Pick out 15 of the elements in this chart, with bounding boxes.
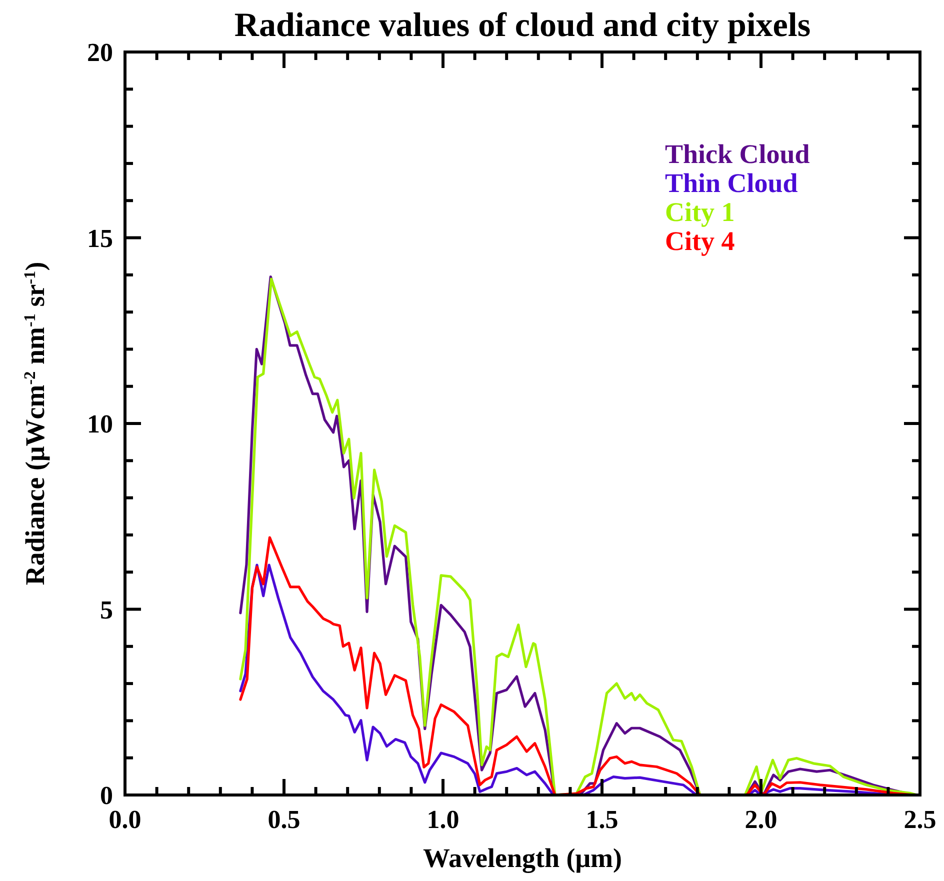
y-tick-label: 10 [87, 410, 113, 438]
chart-title: Radiance values of cloud and city pixels [234, 7, 811, 44]
text: Thick Cloud [665, 139, 810, 169]
x-tick-label: 2.5 [904, 805, 936, 834]
text: City 1 [665, 197, 735, 227]
text: City 4 [665, 226, 735, 256]
x-axis-title: Wavelength (μm) [422, 843, 622, 873]
x-tick-label: 0.5 [268, 805, 300, 834]
y-tick-label: 20 [87, 38, 113, 67]
x-tick-label: 2.0 [744, 805, 778, 834]
y-tick-label: 5 [100, 595, 113, 624]
text: Thin Cloud [665, 168, 798, 198]
y-tick-label: 15 [87, 224, 113, 253]
x-tick-label: 1.5 [586, 805, 618, 834]
x-tick-label: 1.0 [426, 805, 460, 834]
